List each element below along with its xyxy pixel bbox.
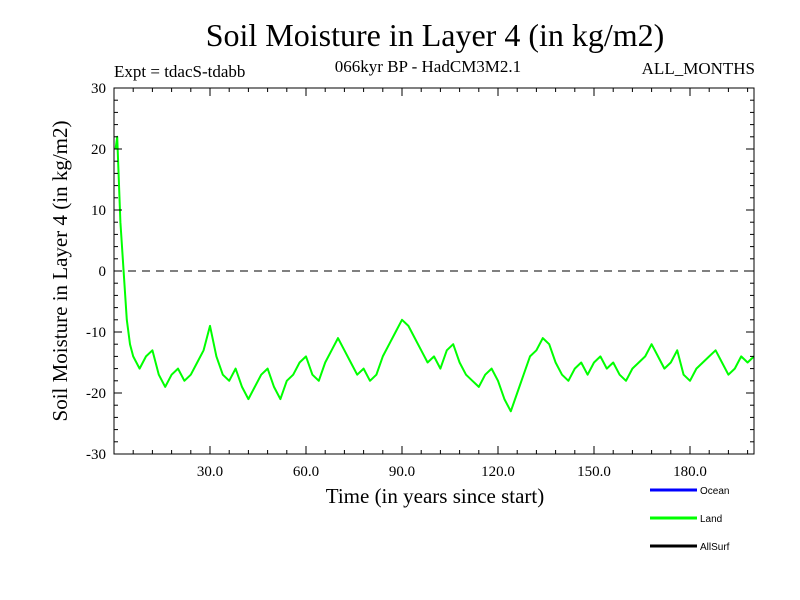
plot-frame	[113, 87, 755, 455]
chart-title: Soil Moisture in Layer 4 (in kg/m2)	[206, 17, 665, 53]
x-tick-label: 180.0	[673, 464, 707, 480]
x-tick-label: 120.0	[481, 464, 515, 480]
chart-subtitle-experiment: Expt = tdacS-tdabb	[114, 62, 245, 81]
y-axis-ticks: -30 -20 -10 0 10 20 30	[86, 81, 754, 463]
y-tick-label: -30	[86, 447, 106, 463]
series-line-land	[114, 135, 755, 413]
x-axis-ticks: 30.0 60.0 90.0 120.0 150.0 180.0	[113, 88, 749, 480]
chart-subtitle-months: ALL_MONTHS	[642, 59, 755, 78]
legend-label-ocean: Ocean	[700, 486, 729, 497]
legend: Ocean Land AllSurf	[650, 486, 730, 553]
x-tick-label: 60.0	[293, 464, 319, 480]
y-tick-label: 20	[91, 142, 106, 158]
y-tick-label: -10	[86, 325, 106, 341]
y-axis-label: Soil Moisture in Layer 4 (in kg/m2)	[48, 121, 72, 422]
chart-subtitle-model: 066kyr BP - HadCM3M2.1	[335, 57, 521, 76]
plot-area	[114, 135, 755, 413]
x-tick-label: 150.0	[577, 464, 611, 480]
x-axis-label: Time (in years since start)	[326, 484, 545, 508]
x-tick-label: 30.0	[197, 464, 223, 480]
x-tick-label: 90.0	[389, 464, 415, 480]
y-tick-label: 30	[91, 81, 106, 97]
y-tick-label: 0	[99, 264, 107, 280]
legend-label-land: Land	[700, 514, 722, 525]
y-tick-label: -20	[86, 386, 106, 402]
y-tick-label: 10	[91, 203, 106, 219]
legend-label-allsurf: AllSurf	[700, 542, 730, 553]
